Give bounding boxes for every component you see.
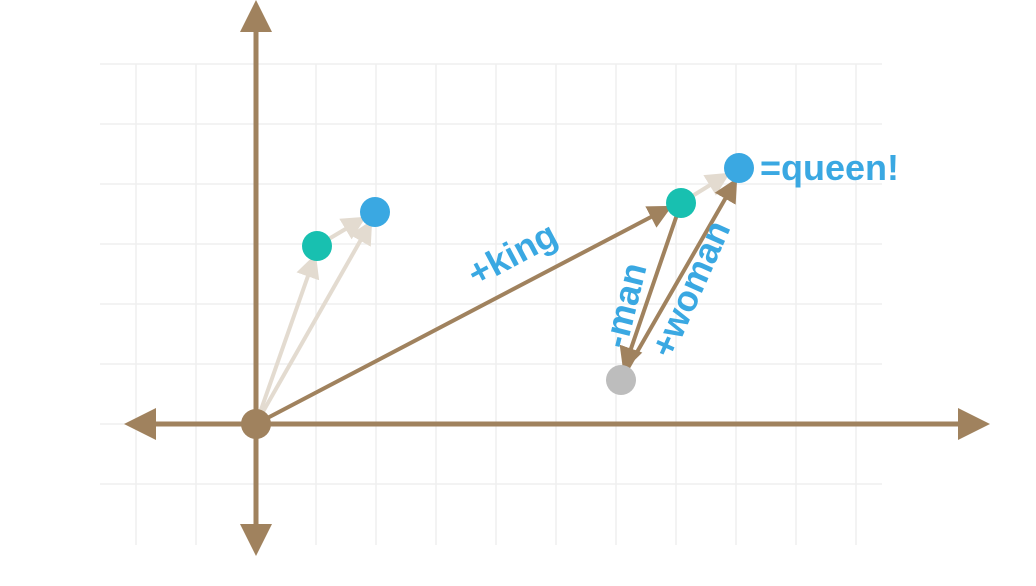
grid: [100, 63, 882, 545]
king-label: +king: [461, 213, 564, 294]
woman-label: +woman: [642, 214, 738, 363]
axes: [124, 0, 990, 556]
points: [241, 153, 754, 439]
queen-label: =queen!: [760, 147, 899, 188]
brown-arrows: [255, 177, 738, 426]
